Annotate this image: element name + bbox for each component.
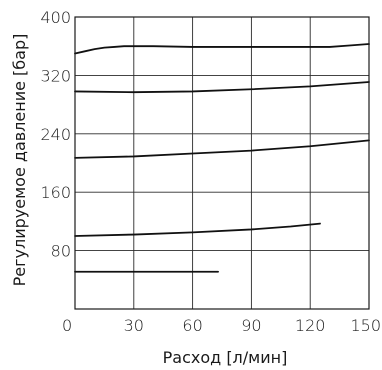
x-tick-label: 60	[182, 316, 202, 335]
y-tick-label: 320	[40, 66, 71, 85]
series-line-1	[74, 43, 370, 55]
series-line-3	[74, 139, 370, 159]
x-tick-label: 90	[241, 316, 261, 335]
x-tick-label: 0	[62, 316, 72, 335]
x-tick-label: 150	[350, 316, 381, 335]
x-tick-label: 30	[124, 316, 144, 335]
y-tick-labels: 80 160 240 320 400	[40, 8, 71, 261]
x-axis-title: Расход [л/мин]	[163, 348, 288, 367]
y-tick-label: 240	[40, 125, 71, 144]
x-tick-label: 120	[295, 316, 326, 335]
plot-frame	[74, 16, 370, 310]
series-line-4	[74, 222, 321, 237]
y-axis-title: Регулируемое давление [бар]	[10, 34, 29, 287]
grid	[75, 17, 369, 309]
x-tick-labels: 0 30 60 90 120 150	[62, 316, 381, 335]
y-tick-label: 160	[40, 183, 71, 202]
series-line-2	[74, 81, 370, 94]
series-lines	[74, 43, 370, 273]
y-tick-label: 400	[40, 8, 71, 27]
y-tick-label: 80	[51, 242, 71, 261]
